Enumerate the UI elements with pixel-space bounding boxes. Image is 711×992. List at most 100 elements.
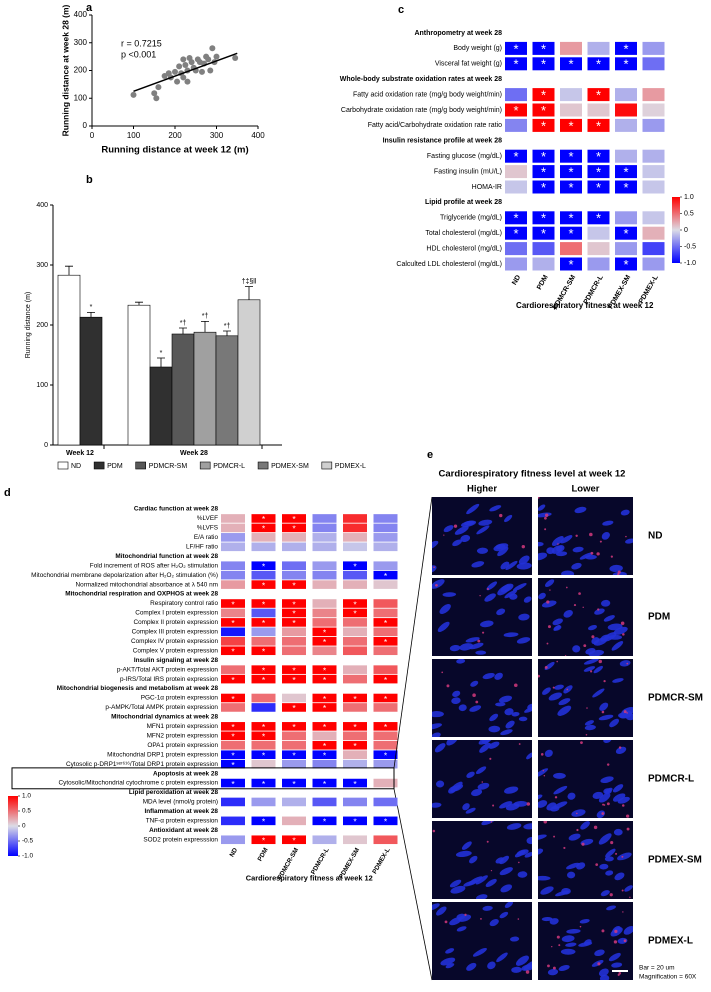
significance-marker: * <box>231 760 235 770</box>
significance-marker: * <box>513 211 518 226</box>
stain-dot <box>517 918 520 920</box>
heatmap-cell <box>221 514 245 523</box>
significance-marker: * <box>323 665 327 675</box>
stain-dot <box>606 802 610 806</box>
heatmap-cell <box>312 665 337 674</box>
nucleus <box>572 546 584 553</box>
nucleus <box>606 905 617 911</box>
heatmap-cell <box>221 722 245 731</box>
micrograph <box>538 821 633 899</box>
colorbar-label: 0.5 <box>22 808 31 815</box>
stain-dot <box>453 524 458 528</box>
nucleus <box>466 962 477 971</box>
nucleus <box>443 525 454 533</box>
annotation: r = 0.7215 <box>121 38 162 48</box>
nucleus <box>583 666 596 672</box>
stain-dot <box>546 600 550 604</box>
stain-dot <box>623 939 627 943</box>
legend-label: PDMEX-SM <box>271 463 309 470</box>
bar <box>79 316 103 446</box>
nucleus <box>496 952 508 963</box>
heatmap-cell <box>312 580 337 589</box>
significance-marker: * <box>568 211 573 226</box>
stain-dot <box>490 869 493 872</box>
nucleus <box>462 803 470 811</box>
stain-dot <box>620 621 625 625</box>
stain-dot <box>578 592 581 595</box>
heatmap-cell <box>615 165 637 179</box>
heatmap-cell <box>615 103 637 117</box>
error-bar <box>179 327 187 334</box>
nucleus <box>544 579 555 588</box>
nucleus <box>560 535 573 544</box>
heatmap-cell <box>312 533 337 542</box>
y-tick-label: 0 <box>44 442 48 449</box>
heatmap-cell <box>505 165 527 179</box>
significance-marker: * <box>353 609 357 619</box>
stain-dot <box>598 659 603 664</box>
nucleus <box>514 850 526 858</box>
nucleus <box>538 875 551 881</box>
stain-dot <box>481 781 484 783</box>
nucleus <box>449 644 461 652</box>
colorbar <box>8 796 18 856</box>
stain-dot <box>526 802 531 806</box>
heatmap-cell <box>312 740 337 750</box>
nucleus <box>432 579 445 589</box>
nucleus <box>478 519 493 526</box>
heatmap-cell <box>221 835 245 845</box>
significance-marker: * <box>384 571 388 581</box>
stain-dot <box>525 970 530 974</box>
nucleus <box>509 936 520 942</box>
micrograph <box>538 578 633 656</box>
heatmap-cell <box>587 41 610 55</box>
nucleus <box>489 505 502 512</box>
nucleus <box>561 935 575 943</box>
stain-dot <box>472 693 476 697</box>
heatmap-cell <box>505 57 527 71</box>
nucleus <box>541 917 553 922</box>
nucleus <box>604 856 614 862</box>
heatmap-cell <box>532 180 555 194</box>
nucleus <box>623 925 633 935</box>
nucleus <box>601 531 610 540</box>
bar <box>57 274 81 446</box>
heatmap-cell <box>282 759 306 769</box>
row-label: Cytosolic/Mitochondrial cytochrome c pro… <box>59 780 219 787</box>
heatmap-cell <box>615 211 637 225</box>
nucleus <box>446 740 458 746</box>
x-axis-title: Cardiorespiratory fitness at week 12 <box>246 873 373 882</box>
stain-dot <box>585 733 588 736</box>
nucleus <box>541 687 551 695</box>
row-label: Fold increment of ROS after H₂O₂ stimula… <box>90 562 219 569</box>
stain-dot <box>477 639 481 643</box>
nucleus <box>480 620 494 628</box>
stain-dot <box>573 604 577 607</box>
colorbar-label: 1.0 <box>22 793 31 800</box>
significance-marker: * <box>353 694 357 704</box>
nucleus <box>617 852 632 861</box>
heatmap-cell <box>373 835 398 845</box>
stain-dot <box>583 644 587 648</box>
heatmap-cell <box>221 618 245 627</box>
heatmap-cell <box>312 731 337 741</box>
heatmap-cell <box>251 759 276 769</box>
heatmap-cell <box>343 722 367 731</box>
nucleus <box>598 968 609 977</box>
stain-dot <box>601 710 605 714</box>
heatmap-cell <box>221 627 245 637</box>
nucleus <box>454 525 469 535</box>
nucleus <box>614 872 625 881</box>
x-tick-label: 0 <box>90 131 95 140</box>
nucleus <box>588 624 597 631</box>
stain-dot <box>610 841 614 845</box>
stain-dot <box>593 825 598 830</box>
section-title: Apoptosis at week 28 <box>153 770 218 777</box>
row-label: Complex I protein expression <box>135 610 218 617</box>
nucleus <box>481 821 496 826</box>
significance-marker: * <box>513 41 518 56</box>
heatmap-cell <box>373 580 398 589</box>
nucleus <box>579 918 590 924</box>
heatmap-cell <box>505 211 527 225</box>
heatmap-cell <box>312 750 337 759</box>
